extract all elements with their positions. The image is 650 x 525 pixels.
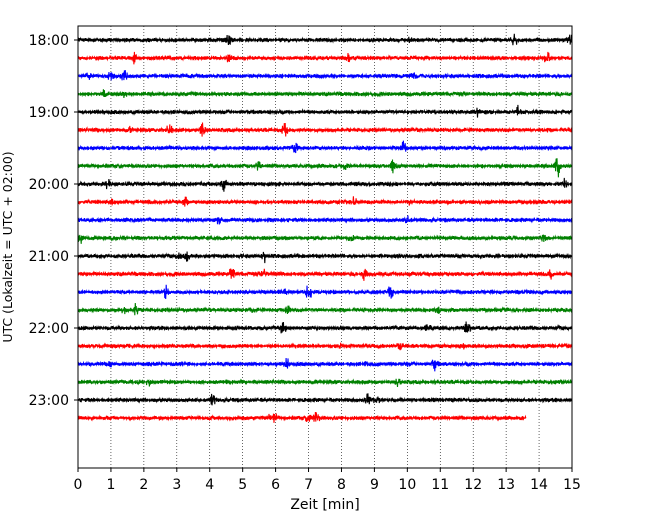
x-tick-label: 0 — [74, 477, 83, 493]
x-tick-label: 11 — [431, 477, 449, 493]
x-tick-label: 13 — [497, 477, 515, 493]
x-axis-ticks: 0 1 2 3 4 5 6 7 8 9 10 11 12 13 14 15 — [74, 468, 581, 493]
x-tick-label: 14 — [530, 477, 548, 493]
trace-row — [77, 357, 573, 372]
trace-row — [77, 268, 573, 281]
y-tick-label: 21:00 — [29, 249, 69, 265]
trace-row — [77, 196, 573, 207]
x-tick-label: 10 — [398, 477, 416, 493]
trace-row — [77, 51, 573, 65]
trace-row — [77, 412, 527, 423]
x-tick-label: 9 — [370, 477, 379, 493]
x-tick-label: 2 — [139, 477, 148, 493]
x-tick-label: 6 — [271, 477, 280, 493]
x-tick-label: 1 — [106, 477, 115, 493]
x-axis-label: Zeit [min] — [290, 497, 359, 513]
y-axis-ticks: 18:00 19:00 20:00 21:00 22:00 23:00 — [29, 33, 78, 409]
trace-row — [77, 140, 573, 154]
trace-row — [77, 378, 573, 388]
trace-row — [77, 342, 573, 351]
trace-row — [77, 284, 573, 299]
plot-frame — [77, 25, 573, 469]
x-tick-label: 4 — [205, 477, 214, 493]
trace-row — [77, 234, 573, 244]
y-tick-label: 23:00 — [29, 393, 69, 409]
y-tick-label: 19:00 — [29, 105, 69, 121]
x-tick-label: 7 — [304, 477, 313, 493]
y-tick-label: 22:00 — [29, 321, 69, 337]
x-tick-label: 8 — [337, 477, 346, 493]
trace-row — [77, 177, 573, 192]
trace-row — [77, 215, 573, 225]
trace-row — [77, 104, 573, 118]
trace-row — [77, 302, 573, 316]
x-tick-label: 12 — [464, 477, 482, 493]
x-tick-label: 15 — [563, 477, 581, 493]
trace-row — [77, 251, 573, 264]
trace-row — [77, 70, 573, 81]
y-tick-label: 20:00 — [29, 177, 69, 193]
trace-row — [77, 33, 573, 46]
y-axis-label: UTC (Lokalzeit = UTC + 02:00) — [0, 151, 15, 342]
seismic-traces — [77, 33, 573, 423]
y-tick-label: 18:00 — [29, 33, 69, 49]
trace-row — [77, 393, 573, 406]
trace-row — [77, 122, 573, 137]
trace-row — [77, 158, 573, 178]
trace-row — [77, 321, 573, 334]
trace-row — [77, 89, 573, 98]
x-tick-label: 5 — [238, 477, 247, 493]
x-tick-label: 3 — [172, 477, 181, 493]
